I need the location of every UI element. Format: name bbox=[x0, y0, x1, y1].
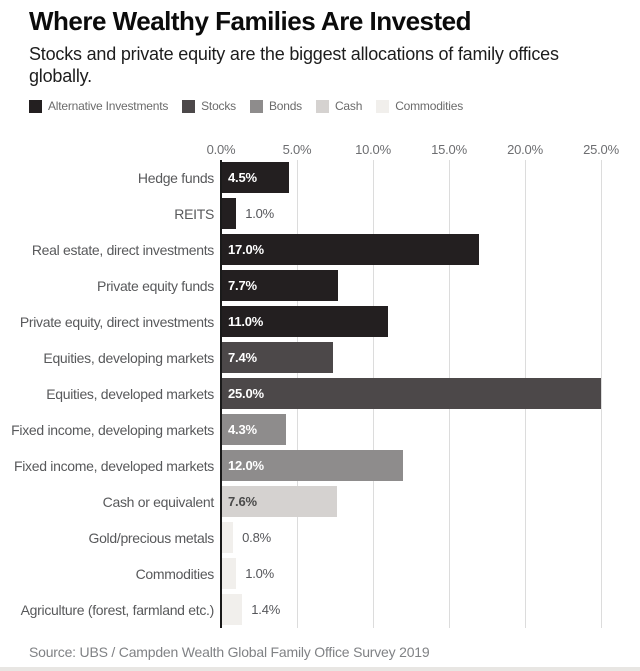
category-label: Hedge funds bbox=[137, 170, 214, 186]
legend-swatch-icon bbox=[29, 99, 42, 113]
legend-label: Alternative Investments bbox=[48, 99, 169, 113]
bar-value-label: 7.7% bbox=[228, 278, 257, 293]
chart-subtitle: Stocks and private equity are the bigges… bbox=[29, 44, 559, 86]
category-label: Commodities bbox=[135, 566, 215, 582]
bar bbox=[221, 162, 290, 193]
x-axis-tick-label: 15.0% bbox=[431, 142, 467, 157]
bar-value-label: 1.0% bbox=[245, 206, 275, 221]
bar bbox=[221, 522, 234, 553]
bar-value-label: 17.0% bbox=[228, 242, 264, 257]
category-label: Private equity funds bbox=[97, 278, 214, 294]
category-label: Fixed income, developed markets bbox=[13, 458, 214, 474]
legend-label: Stocks bbox=[201, 99, 236, 113]
bar-value-label: 12.0% bbox=[228, 458, 264, 473]
x-axis-tick-label: 10.0% bbox=[355, 142, 391, 157]
bar bbox=[221, 306, 389, 337]
x-axis-tick-label: 0.0% bbox=[206, 142, 236, 157]
bar-value-label: 4.5% bbox=[228, 170, 257, 185]
bar bbox=[221, 450, 404, 481]
gridline bbox=[601, 160, 602, 628]
bar bbox=[221, 234, 480, 265]
bar bbox=[221, 342, 334, 373]
bar-value-label: 7.4% bbox=[228, 350, 257, 365]
legend-swatch-icon bbox=[182, 99, 196, 113]
legend-label: Commodities bbox=[395, 99, 464, 113]
bottom-edge-strip bbox=[0, 667, 640, 671]
bar-value-label: 25.0% bbox=[228, 386, 264, 401]
category-label: REITS bbox=[174, 206, 214, 222]
x-axis-tick-label: 20.0% bbox=[507, 142, 543, 157]
x-axis-tick-label: 25.0% bbox=[583, 142, 619, 157]
legend-label: Cash bbox=[334, 99, 363, 113]
category-label: Private equity, direct investments bbox=[19, 314, 214, 330]
legend-swatch-icon bbox=[249, 99, 263, 113]
category-label: Equities, developing markets bbox=[43, 350, 214, 366]
category-label: Real estate, direct investments bbox=[31, 242, 214, 258]
x-axis-tick-label: 5.0% bbox=[282, 142, 312, 157]
bar-chart: 0.0% 5.0% 10.0% 15.0% 20.0% 25.0% Hedge funds 4… bbox=[0, 140, 640, 632]
bar-value-label: 11.0% bbox=[228, 314, 264, 329]
bar bbox=[221, 378, 601, 409]
bar-value-label: 7.6% bbox=[228, 494, 257, 509]
legend-label: Bonds bbox=[268, 99, 302, 113]
bar-value-label: 0.8% bbox=[242, 530, 271, 545]
legend-item-stocks: Stocks bbox=[182, 99, 236, 113]
bar bbox=[221, 486, 337, 517]
page-title: Where Wealthy Families Are Invested bbox=[29, 6, 472, 36]
bar bbox=[221, 198, 237, 229]
legend-item-bonds: Bonds bbox=[249, 99, 302, 113]
y-axis-line bbox=[220, 160, 222, 628]
legend-swatch-icon bbox=[315, 99, 329, 113]
legend-item-cash: Cash bbox=[315, 99, 363, 113]
bar-value-label: 4.3% bbox=[228, 422, 257, 437]
category-label: Equities, developed markets bbox=[46, 386, 214, 402]
bar bbox=[221, 558, 237, 589]
chart-legend: Alternative Investments Stocks Bonds Cash Co… bbox=[29, 99, 463, 113]
category-label: Agriculture (forest, farmland etc.) bbox=[20, 602, 215, 618]
legend-item-alternative-investments: Alternative Investments bbox=[29, 99, 168, 113]
legend-item-commodities: Commodities bbox=[376, 99, 463, 113]
bar bbox=[221, 414, 287, 445]
category-label: Cash or equivalent bbox=[102, 494, 215, 510]
bar-value-label: 1.4% bbox=[251, 602, 281, 617]
category-label: Fixed income, developing markets bbox=[11, 422, 214, 438]
bar bbox=[221, 594, 243, 625]
category-label: Gold/precious metals bbox=[88, 530, 214, 546]
source-note: Source: UBS / Campden Wealth Global Fami… bbox=[29, 644, 430, 660]
legend-swatch-icon bbox=[376, 99, 390, 113]
plot-area: Hedge funds 4.5% REITS 1.0% Real estate, dir… bbox=[0, 160, 640, 628]
bar-value-label: 1.0% bbox=[245, 566, 275, 581]
bar bbox=[221, 270, 339, 301]
